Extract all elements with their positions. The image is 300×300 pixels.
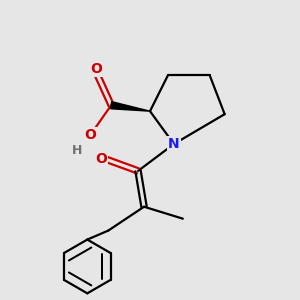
Text: H: H [72, 143, 82, 157]
Text: N: N [168, 137, 180, 151]
Text: O: O [84, 128, 96, 142]
Polygon shape [111, 102, 150, 111]
Text: O: O [95, 152, 107, 166]
Text: O: O [90, 62, 102, 76]
